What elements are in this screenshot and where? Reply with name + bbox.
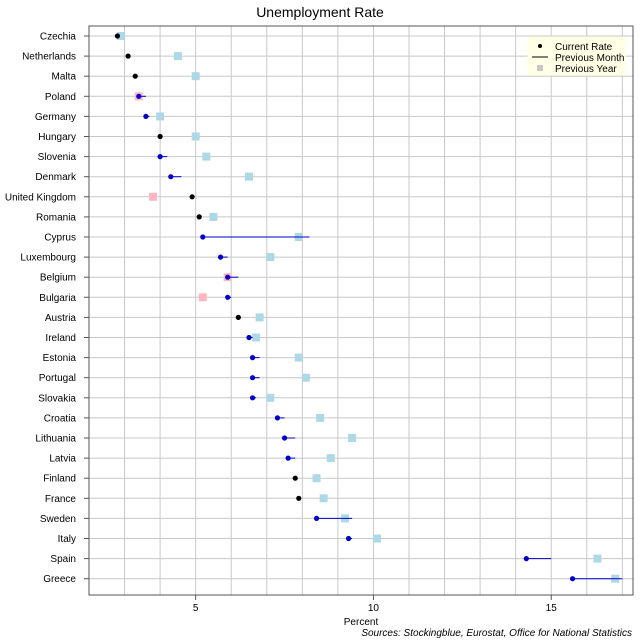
legend-year-label: Previous Year [555, 64, 617, 75]
country-label-portugal: Portugal [39, 373, 76, 384]
previous-year-marker-united-kingdom [149, 192, 157, 201]
country-label-estonia: Estonia [43, 353, 77, 364]
x-axis-label: Percent [344, 617, 379, 628]
country-label-slovakia: Slovakia [38, 393, 76, 404]
current-rate-point-czechia [114, 33, 121, 39]
current-rate-point-netherlands [125, 53, 131, 59]
country-label-greece: Greece [43, 574, 76, 585]
country-label-netherlands: Netherlands [22, 52, 76, 63]
country-label-poland: Poland [45, 92, 76, 103]
previous-year-marker-estonia [294, 353, 303, 362]
country-label-croatia: Croatia [44, 413, 77, 424]
legend-month-label: Previous Month [555, 53, 624, 64]
current-rate-point-croatia [274, 415, 281, 421]
previous-year-marker-netherlands [173, 52, 182, 61]
current-rate-point-austria [235, 314, 241, 320]
current-rate-point-greece [569, 576, 576, 582]
legend-current-label: Current Rate [555, 42, 613, 53]
country-label-malta: Malta [52, 72, 77, 83]
previous-year-marker-portugal [301, 373, 310, 382]
legend-box [527, 36, 626, 76]
current-rate-point-belgium [225, 274, 231, 280]
current-rate-point-poland [136, 93, 142, 99]
chart-title: Unemployment Rate [256, 4, 384, 20]
previous-year-marker-czechia [117, 32, 125, 40]
country-label-ireland: Ireland [45, 333, 76, 344]
country-label-denmark: Denmark [35, 172, 77, 183]
country-label-czechia: Czechia [40, 32, 77, 43]
previous-year-marker-austria [255, 313, 264, 322]
country-label-luxembourg: Luxembourg [20, 253, 76, 264]
current-rate-point-spain [523, 556, 529, 562]
current-rate-point-bulgaria [225, 294, 231, 300]
previous-year-marker-slovakia [266, 393, 275, 402]
previous-year-marker-lithuania [348, 434, 357, 442]
previous-year-marker-italy [373, 534, 381, 543]
previous-year-marker-latvia [326, 454, 335, 463]
x-tick-label: 5 [193, 603, 199, 614]
current-rate-point-ireland [246, 334, 252, 341]
current-rate-point-slovenia [157, 154, 163, 160]
country-label-romania: Romania [36, 212, 76, 223]
x-axis-ticks: 5 10 15 [193, 595, 557, 614]
current-rate-point-luxembourg [217, 254, 224, 260]
current-rate-point-romania [196, 214, 202, 220]
data-marks [114, 32, 623, 583]
previous-year-marker-hungary [191, 132, 200, 141]
current-rate-point-finland [292, 475, 298, 481]
current-rate-point-estonia [249, 355, 256, 361]
country-label-france: France [45, 494, 77, 505]
legend-year-marker [537, 65, 543, 71]
country-label-united-kingdom: United Kingdom [5, 192, 76, 203]
current-rate-point-hungary [157, 133, 163, 140]
previous-year-marker-bulgaria [198, 293, 207, 302]
country-label-finland: Finland [43, 474, 76, 485]
country-label-cyprus: Cyprus [44, 233, 76, 244]
previous-year-marker-malta [191, 72, 200, 81]
previous-year-marker-romania [209, 212, 218, 221]
previous-year-marker-denmark [245, 172, 253, 181]
country-label-germany: Germany [35, 112, 76, 123]
plot-frame [88, 25, 634, 596]
legend-current-marker [538, 44, 542, 48]
country-label-latvia: Latvia [49, 454, 76, 465]
previous-year-marker-ireland [252, 333, 261, 342]
legend: Current Rate Previous Month Previous Yea… [527, 36, 626, 76]
country-label-slovenia: Slovenia [38, 152, 77, 163]
country-label-austria: Austria [45, 313, 77, 324]
previous-year-marker-finland [312, 474, 321, 483]
current-rate-point-france [296, 495, 302, 501]
current-rate-point-malta [132, 73, 138, 79]
previous-year-marker-france [319, 494, 328, 503]
grid-lines [88, 26, 633, 595]
current-rate-point-sweden [313, 515, 320, 522]
previous-year-marker-luxembourg [266, 253, 275, 262]
current-rate-point-denmark [168, 174, 174, 180]
current-rate-point-cyprus [200, 234, 206, 240]
country-label-belgium: Belgium [40, 273, 76, 284]
country-label-bulgaria: Bulgaria [39, 293, 76, 304]
country-label-sweden: Sweden [40, 514, 76, 525]
current-rate-point-latvia [285, 455, 291, 461]
current-rate-point-portugal [249, 375, 256, 381]
current-rate-point-slovakia [249, 395, 256, 401]
country-label-lithuania: Lithuania [35, 434, 76, 445]
current-rate-point-lithuania [281, 435, 288, 441]
previous-year-marker-germany [156, 112, 165, 121]
previous-year-marker-spain [593, 554, 602, 563]
current-rate-point-united-kingdom [189, 194, 195, 200]
country-label-hungary: Hungary [38, 132, 76, 143]
x-tick-label: 10 [368, 603, 380, 614]
x-tick-label: 15 [546, 603, 558, 614]
current-rate-point-italy [345, 535, 352, 542]
current-rate-point-germany [143, 113, 149, 119]
country-label-italy: Italy [58, 534, 76, 545]
previous-year-marker-slovenia [202, 152, 211, 161]
country-label-spain: Spain [50, 554, 76, 565]
source-note: Sources: Stockingblue, Eurostat, Office … [361, 628, 632, 639]
previous-year-marker-croatia [316, 413, 325, 422]
country-labels: Czechia Netherlands Malta Poland Germany Hung… [5, 32, 89, 585]
